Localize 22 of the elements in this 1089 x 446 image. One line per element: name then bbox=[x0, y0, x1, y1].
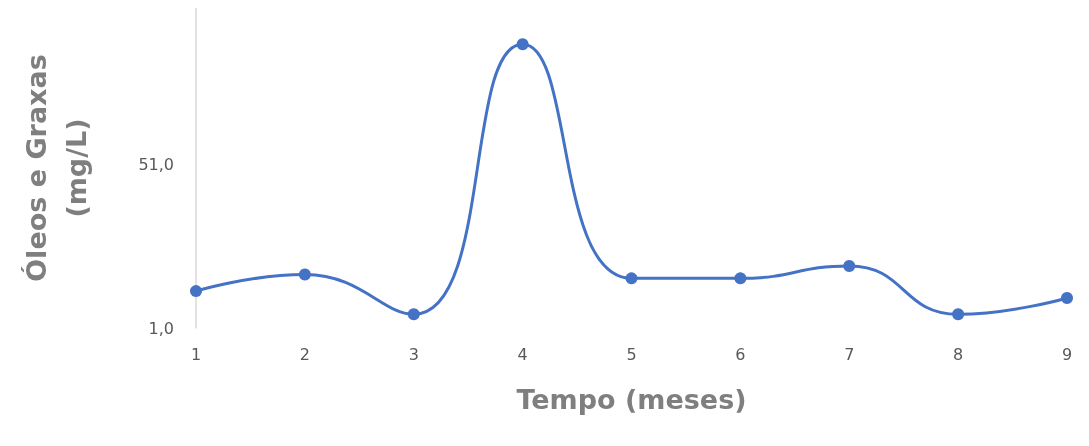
point bbox=[516, 38, 529, 51]
x-tick-label: 2 bbox=[299, 344, 310, 364]
x-tick-label: 4 bbox=[517, 344, 528, 364]
x-tick-label: 7 bbox=[844, 344, 855, 364]
x-tick-label: 1 bbox=[190, 344, 202, 364]
x-tick-label: 9 bbox=[1061, 344, 1073, 364]
point bbox=[952, 308, 965, 321]
y-axis-title: Óleos e Graxas (mg/L) bbox=[20, 54, 92, 282]
x-tick-label: 3 bbox=[408, 344, 419, 364]
x-axis-title: Tempo (meses) bbox=[516, 384, 747, 415]
x-tick-label: 6 bbox=[735, 344, 746, 364]
x-tick-label: 8 bbox=[953, 344, 964, 364]
point bbox=[298, 268, 311, 281]
point bbox=[625, 272, 638, 285]
point bbox=[734, 272, 747, 285]
point bbox=[407, 308, 420, 321]
point bbox=[1061, 291, 1073, 304]
y-tick-label: 1,0 bbox=[148, 318, 174, 338]
y-tick-label: 51,0 bbox=[138, 155, 174, 175]
x-tick-label: 5 bbox=[626, 344, 637, 364]
point bbox=[843, 259, 856, 272]
point bbox=[190, 285, 202, 298]
